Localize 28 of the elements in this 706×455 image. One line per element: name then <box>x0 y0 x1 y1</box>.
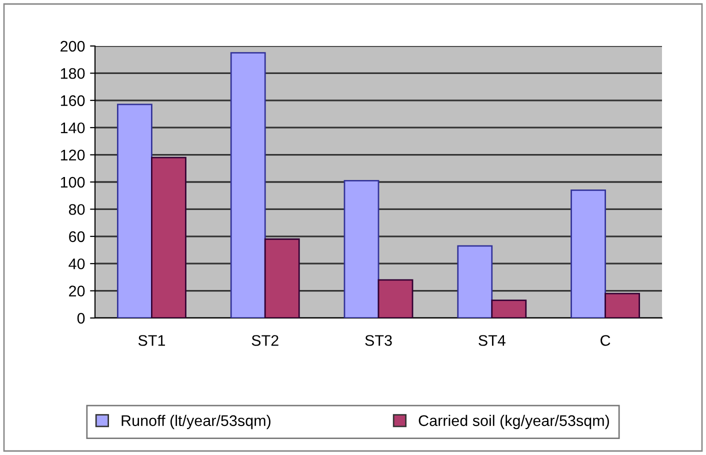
x-tick-label: C <box>600 335 610 346</box>
bar <box>604 292 640 318</box>
legend-label: Runoff (lt/year/53sqm) <box>122 414 270 430</box>
y-tick-label: 140 <box>60 122 85 134</box>
bar <box>116 104 152 318</box>
y-tick-label: 60 <box>69 231 85 242</box>
bar <box>457 245 493 318</box>
bar <box>570 189 606 318</box>
x-tick-label: ST1 <box>138 335 165 346</box>
x-tick-label: ST3 <box>365 335 392 346</box>
y-tick-label: 200 <box>60 40 85 52</box>
y-tick-label: 40 <box>68 258 85 270</box>
legend-label: Carried soil (kg/year/53sqm) <box>418 414 609 430</box>
x-tick-label: ST2 <box>252 335 278 346</box>
bar <box>344 180 380 318</box>
bar <box>264 238 300 318</box>
bar <box>491 300 527 318</box>
bar <box>378 279 414 318</box>
bar <box>230 52 266 318</box>
bar <box>151 156 186 318</box>
y-tick-label: 120 <box>60 150 85 160</box>
y-tick-label: 160 <box>60 95 85 106</box>
y-tick-label: 180 <box>60 68 85 79</box>
y-tick-label: 100 <box>60 176 85 188</box>
x-tick-label: ST4 <box>478 335 506 346</box>
y-tick-label: 20 <box>69 286 85 296</box>
y-tick-label: 0 <box>77 312 85 324</box>
y-tick-label: 80 <box>68 204 85 215</box>
